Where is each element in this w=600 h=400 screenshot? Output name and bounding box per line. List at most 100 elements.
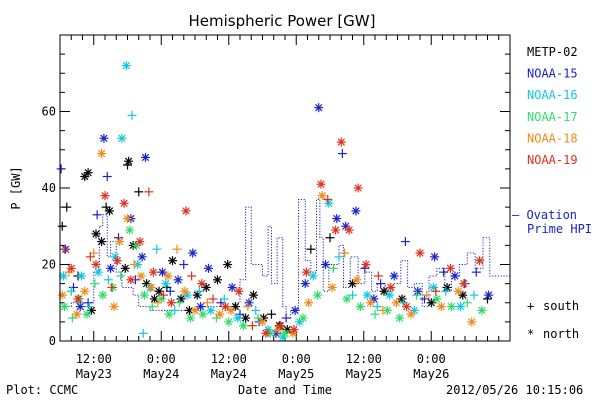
north-point-metp-02 xyxy=(213,275,222,285)
south-point-noaa-16 xyxy=(138,328,148,338)
north-point-noaa-19 xyxy=(166,298,176,308)
north-point-noaa-15 xyxy=(413,286,423,296)
south-point-noaa-15 xyxy=(102,172,112,182)
north-point-noaa-16 xyxy=(233,313,243,323)
north-point-noaa-19 xyxy=(100,191,110,201)
south-point-metp-02 xyxy=(325,233,335,243)
south-point-noaa-16 xyxy=(170,305,180,315)
south-point-noaa-15 xyxy=(165,286,175,296)
north-point-noaa-18 xyxy=(146,282,156,292)
x-axis-label: Date and Time xyxy=(238,383,332,397)
north-point-noaa-18 xyxy=(109,302,119,312)
north-point-noaa-19 xyxy=(336,137,346,147)
north-point-noaa-15 xyxy=(450,271,460,281)
north-point-noaa-19 xyxy=(261,328,271,338)
north-point-metp-02 xyxy=(168,256,177,266)
y-tick-label: 0 xyxy=(49,334,56,348)
north-point-noaa-17 xyxy=(432,294,442,304)
x-tick-date-label: May24 xyxy=(211,367,247,381)
x-tick-time-label: 0:00 xyxy=(417,352,446,366)
y-axis-label: P [GW] xyxy=(9,166,23,209)
south-point-noaa-18 xyxy=(243,302,253,312)
north-point-noaa-15 xyxy=(244,298,254,308)
north-point-noaa-19 xyxy=(289,325,299,335)
north-point-metp-02 xyxy=(241,313,251,323)
axes-ticks xyxy=(59,35,511,342)
south-point-metp-02 xyxy=(134,187,144,197)
north-point-noaa-18 xyxy=(180,286,190,296)
south-point-noaa-15 xyxy=(400,237,410,247)
north-point-noaa-15 xyxy=(332,214,342,224)
legend-entry: NOAA-16 xyxy=(527,88,578,102)
legend: METP-02 NOAA-15 NOAA-16 NOAA-17 NOAA-18 NOAA-… xyxy=(512,45,592,341)
north-point-noaa-15 xyxy=(430,252,440,262)
south-point-noaa-16 xyxy=(127,110,137,120)
north-point-noaa-16 xyxy=(324,198,334,208)
x-tick-date-label: May24 xyxy=(143,367,179,381)
south-point-noaa-17 xyxy=(67,313,77,323)
south-point-noaa-17 xyxy=(412,290,422,300)
north-point-noaa-19 xyxy=(181,206,191,216)
north-point-metp-02 xyxy=(176,294,186,304)
north-point-noaa-18 xyxy=(163,271,173,281)
north-point-metp-02 xyxy=(105,206,114,216)
north-point-metp-02 xyxy=(249,290,258,300)
north-point-metp-02 xyxy=(87,305,96,315)
north-point-noaa-15 xyxy=(300,279,310,289)
north-point-noaa-19 xyxy=(112,256,122,266)
y-tick-label: 20 xyxy=(42,258,56,272)
south-point-noaa-15 xyxy=(69,282,78,292)
north-point-noaa-16 xyxy=(93,267,103,277)
north-point-noaa-16 xyxy=(76,271,86,281)
north-point-noaa-19 xyxy=(197,279,207,289)
south-point-noaa-19 xyxy=(85,252,95,262)
north-point-noaa-16 xyxy=(161,279,171,289)
south-point-noaa-19 xyxy=(323,194,333,204)
legend-marker-label: north xyxy=(543,327,579,341)
south-point-noaa-15 xyxy=(439,267,449,277)
north-point-noaa-18 xyxy=(136,271,146,281)
north-point-noaa-18 xyxy=(57,290,67,300)
north-point-noaa-18 xyxy=(327,282,337,292)
north-point-noaa-18 xyxy=(352,275,362,285)
north-point-noaa-19 xyxy=(276,321,285,331)
north-point-noaa-15 xyxy=(157,267,167,277)
north-point-noaa-16 xyxy=(429,282,438,292)
south-point-noaa-18 xyxy=(378,305,388,315)
north-point-noaa-16 xyxy=(456,302,465,312)
north-point-noaa-17 xyxy=(186,313,195,323)
north-point-noaa-18 xyxy=(72,309,82,319)
south-point-noaa-16 xyxy=(66,286,76,296)
north-point-noaa-15 xyxy=(351,206,361,216)
north-point-noaa-19 xyxy=(415,248,425,258)
legend-marker-symbol: * xyxy=(527,327,534,341)
north-point-noaa-19 xyxy=(386,282,396,292)
south-point-noaa-15 xyxy=(376,279,386,289)
north-point-metp-02 xyxy=(120,263,130,273)
north-point-noaa-15 xyxy=(75,302,85,312)
x-tick-date-label: May25 xyxy=(278,367,314,381)
north-point-noaa-19 xyxy=(73,294,83,304)
north-point-noaa-15 xyxy=(188,248,198,258)
north-point-noaa-18 xyxy=(436,302,446,312)
south-point-noaa-15 xyxy=(92,210,102,220)
north-point-noaa-15 xyxy=(389,271,399,281)
south-point-noaa-15 xyxy=(420,294,429,304)
south-point-noaa-15 xyxy=(56,164,66,174)
legend-entry: NOAA-19 xyxy=(527,153,578,167)
north-point-noaa-17 xyxy=(280,328,290,338)
south-point-noaa-17 xyxy=(147,302,157,312)
north-point-noaa-18 xyxy=(97,149,107,159)
south-point-noaa-15 xyxy=(235,309,245,319)
north-point-noaa-17 xyxy=(395,313,405,323)
north-point-noaa-17 xyxy=(342,294,352,304)
north-point-noaa-15 xyxy=(173,275,183,285)
south-point-noaa-15 xyxy=(337,149,347,159)
south-point-noaa-17 xyxy=(90,279,100,289)
south-point-noaa-17 xyxy=(370,309,380,319)
legend-ovation-label: — Ovation xyxy=(512,208,577,222)
south-point-noaa-19 xyxy=(187,271,197,281)
x-tick-time-label: 12:00 xyxy=(76,352,112,366)
y-tick-label: 40 xyxy=(42,181,56,195)
